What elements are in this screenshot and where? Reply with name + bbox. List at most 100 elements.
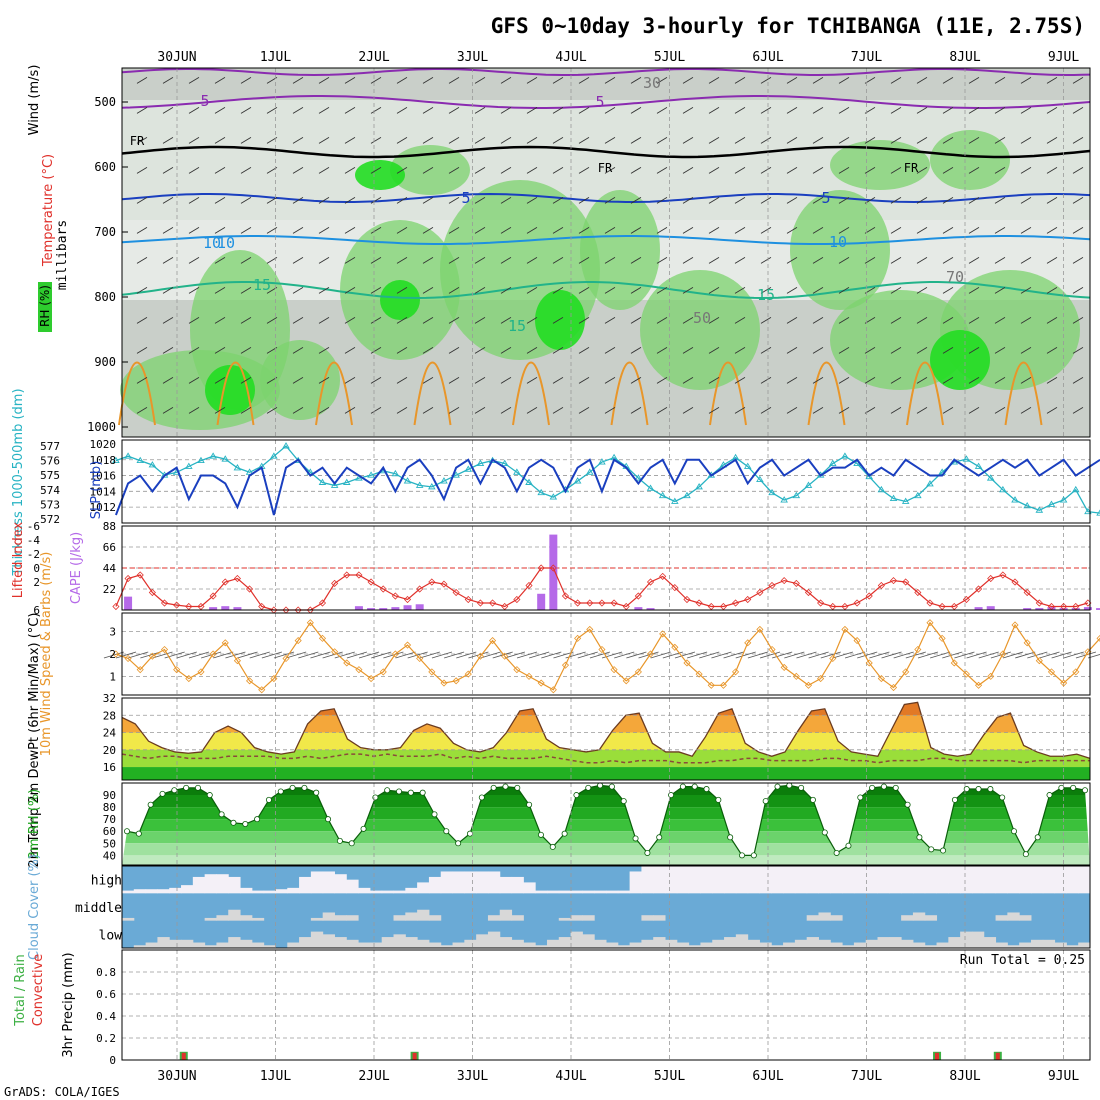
wind-barb	[812, 376, 824, 384]
thickness-point	[197, 456, 205, 464]
wind-label: Wind (m/s)	[27, 65, 42, 136]
thickness-point	[415, 481, 424, 488]
rh-point	[254, 816, 261, 823]
wind-speed-point	[318, 634, 327, 642]
wind-barb	[1046, 226, 1058, 234]
rh-point	[419, 789, 426, 796]
contour-label: 15	[757, 286, 775, 304]
wind-barb-10m	[310, 651, 331, 659]
wind-barb	[552, 346, 564, 354]
wind-barb	[500, 226, 512, 234]
temp-tick: 32	[103, 692, 116, 705]
cloud-cell	[1054, 942, 1067, 948]
wind-barb	[864, 256, 876, 264]
wind-barb	[708, 406, 720, 414]
slp-tick: 1016	[90, 470, 117, 483]
wind-barb	[630, 76, 642, 84]
rh-point	[1046, 792, 1053, 799]
wind-barb	[526, 166, 538, 174]
wind-barb	[552, 406, 564, 414]
contour-label: FR	[130, 134, 145, 148]
rh-blob	[830, 140, 930, 190]
wind-speed-point	[355, 666, 363, 674]
wind-barb-10m	[249, 651, 270, 659]
rh-point	[431, 811, 438, 818]
cloud-cell	[641, 866, 654, 894]
li-point	[537, 564, 545, 572]
contour-temp-10	[121, 235, 1091, 245]
cloud-cell	[794, 939, 808, 948]
wind-barb	[968, 76, 980, 84]
wind-speed-point	[1060, 679, 1068, 687]
wind-barb-10m	[905, 651, 926, 659]
wind-speed-point	[877, 675, 885, 683]
wind-barb	[318, 286, 330, 294]
wind-barb	[786, 346, 798, 354]
wind-barb	[526, 106, 538, 114]
cape-bar	[1035, 608, 1044, 610]
li-point	[246, 585, 254, 593]
wind-barb	[786, 106, 798, 114]
rh-point	[1034, 834, 1041, 841]
cloud-cell	[393, 915, 406, 921]
wind-barb	[994, 136, 1006, 144]
wind-barb	[786, 376, 798, 384]
wind-barb-10m	[699, 651, 720, 659]
thickness-point	[221, 455, 230, 462]
wind-barb	[1020, 166, 1032, 174]
contour-label: 5	[821, 189, 830, 207]
pressure-tick: 800	[94, 290, 116, 304]
wind-speed-point	[853, 637, 861, 645]
thickness-point	[585, 468, 594, 475]
wind-barb	[760, 286, 772, 294]
wind-barb	[188, 196, 200, 204]
wind-barb	[214, 316, 226, 324]
thickness-point	[270, 452, 278, 459]
wind-barb	[916, 346, 928, 354]
wind-barb	[578, 256, 590, 264]
thickness-point	[403, 477, 412, 484]
thickness-point	[999, 485, 1007, 493]
cloud-cell	[145, 942, 158, 948]
wind-barb	[786, 136, 798, 144]
cloud-cell	[428, 942, 442, 948]
li-tick: 0	[33, 562, 40, 575]
rh-core	[205, 365, 255, 415]
rh-point	[857, 794, 864, 801]
wind-barb	[318, 226, 330, 234]
li-point	[1023, 588, 1031, 597]
wind-barb	[318, 256, 330, 264]
wind-barb	[552, 76, 564, 84]
wind-speed-point	[671, 643, 679, 651]
li-point	[634, 592, 642, 600]
cloud-cell	[405, 937, 418, 948]
rh-point	[916, 834, 923, 841]
wind-barb	[578, 286, 590, 294]
li-point	[355, 571, 363, 579]
wind-barb	[136, 226, 148, 234]
li-point	[452, 588, 460, 597]
wind-barb	[448, 136, 460, 144]
wind-barb	[500, 256, 512, 264]
wind-barb	[318, 406, 330, 414]
contour-label: 10	[829, 233, 847, 251]
rh-tick: 90	[103, 789, 116, 802]
wind-barb	[1046, 256, 1058, 264]
wind-barb	[890, 376, 902, 384]
rh-fill-band	[126, 819, 1088, 832]
thickness-point	[525, 478, 533, 485]
wind-barb-10m	[808, 651, 829, 659]
wind-barb	[968, 286, 980, 294]
wind-barb	[474, 76, 486, 84]
rh-point	[336, 837, 343, 844]
thickness-point	[1096, 509, 1100, 516]
wind-speed-point	[124, 654, 132, 663]
rh-point	[774, 783, 781, 790]
wind-barb-10m	[954, 651, 975, 659]
cloud-cell	[322, 912, 335, 921]
wind-barb	[604, 316, 616, 324]
wind-speed-point	[646, 650, 655, 658]
wind-barb	[500, 406, 512, 414]
wind-barb	[396, 406, 408, 414]
wind-barb	[968, 376, 980, 384]
